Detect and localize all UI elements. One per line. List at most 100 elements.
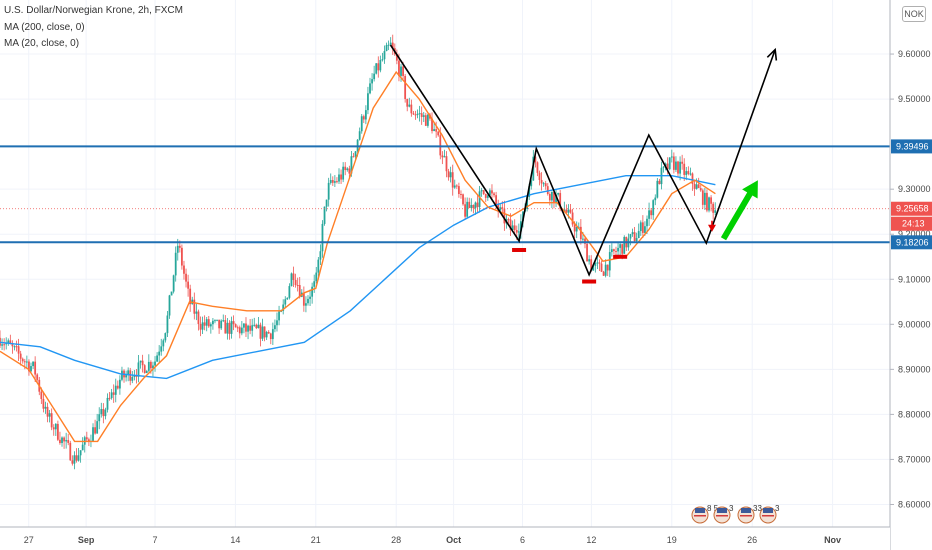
candle-body — [371, 79, 373, 84]
candle-body — [590, 259, 593, 271]
candle-body — [464, 204, 466, 217]
candle-body — [381, 59, 384, 61]
candle-body — [147, 361, 150, 371]
candle-body — [226, 322, 229, 334]
candle-body — [567, 209, 570, 213]
candle-body — [714, 210, 717, 213]
candle-body — [447, 171, 450, 178]
candle-body — [460, 194, 462, 196]
candle-body — [693, 183, 696, 189]
candle-body — [85, 437, 88, 440]
candle-body — [77, 455, 80, 461]
event-count: 8 5 — [707, 504, 719, 513]
candle-body — [274, 325, 276, 330]
candle-body — [201, 322, 204, 330]
candle-body — [435, 129, 438, 132]
candle-body — [484, 193, 487, 198]
candle-body — [670, 156, 673, 158]
candle-body — [677, 161, 679, 174]
candle-body — [216, 319, 218, 321]
pattern-drawing — [389, 44, 778, 284]
low-marker — [512, 247, 527, 252]
price-tick-label: 8.70000 — [898, 454, 931, 464]
candle-body — [509, 219, 512, 230]
candle-body — [118, 379, 121, 389]
flag-canton — [717, 508, 727, 513]
candle-body — [569, 209, 572, 213]
candle-body — [652, 200, 655, 216]
candle-body — [598, 262, 601, 264]
currency-badge[interactable]: NOK — [902, 6, 926, 22]
candle-body — [228, 322, 231, 334]
ma200-line — [0, 174, 716, 380]
current-price-label: 9.25658 — [896, 204, 929, 214]
candle-body — [623, 236, 626, 254]
candle-body — [59, 439, 61, 444]
candle-body — [325, 199, 328, 207]
chart-grid — [0, 0, 890, 527]
candle-body — [319, 251, 322, 260]
candle-body — [106, 397, 109, 410]
candle-body — [511, 225, 514, 230]
candle-body — [178, 245, 181, 248]
candle-body — [1, 344, 3, 346]
candle-body — [338, 174, 340, 182]
ma20-line — [0, 70, 716, 443]
candle-body — [426, 114, 429, 126]
candle-body — [3, 344, 6, 346]
candle-body — [708, 197, 710, 211]
time-tick-label: 12 — [586, 535, 596, 545]
event-markers[interactable]: 8 5 3 33 3 — [691, 504, 780, 524]
candle-body — [160, 346, 163, 352]
candle-body — [575, 226, 578, 232]
candle-body — [439, 135, 442, 156]
candle-body — [121, 370, 123, 380]
candle-body — [30, 366, 32, 372]
candle-body — [176, 245, 179, 253]
candle-body — [712, 203, 715, 213]
candle-body — [629, 234, 632, 239]
candle-body — [98, 414, 101, 422]
candle-body — [613, 249, 615, 252]
candle-body — [431, 118, 433, 132]
candle-body — [333, 181, 336, 183]
candle-body — [542, 183, 545, 185]
candle-body — [257, 324, 260, 329]
candle-body — [588, 259, 591, 262]
candle-body — [265, 331, 268, 338]
flag-stripe — [740, 515, 752, 517]
candle-body — [267, 331, 270, 334]
zigzag-arrowhead — [766, 47, 778, 61]
candle-body — [420, 113, 423, 117]
candle-body — [25, 361, 28, 363]
candle-body — [81, 444, 84, 451]
candle-body — [340, 174, 342, 180]
candle-body — [183, 265, 185, 274]
candle-body — [530, 180, 533, 187]
candle-body — [489, 190, 491, 196]
candle-body — [271, 329, 274, 340]
candle-body — [497, 204, 500, 211]
candle-body — [199, 323, 202, 330]
candle-body — [551, 191, 553, 201]
candle-body — [352, 156, 355, 158]
candle-body — [565, 209, 568, 213]
candle-body — [224, 320, 227, 334]
candle-body — [137, 362, 140, 377]
candle-body — [342, 166, 345, 180]
candle-body — [46, 406, 49, 417]
candle-body — [232, 321, 235, 325]
candle-body — [691, 173, 694, 184]
candle-body — [559, 193, 562, 209]
candle-body — [480, 190, 483, 192]
ma20-legend[interactable]: MA (20, close, 0) — [4, 38, 80, 49]
candle-body — [672, 156, 675, 170]
candle-body — [79, 450, 82, 456]
candle-body — [152, 365, 154, 369]
candle-body — [154, 361, 156, 366]
candle-body — [476, 202, 479, 208]
candle-body — [412, 113, 415, 115]
ma200-legend[interactable]: MA (200, close, 0) — [4, 22, 85, 33]
candle-body — [185, 273, 187, 282]
